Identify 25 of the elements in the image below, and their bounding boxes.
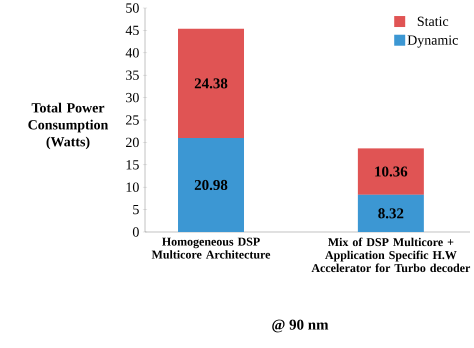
y-tick-label: 50	[126, 3, 139, 13]
legend-label: Static	[418, 16, 448, 26]
y-tick-label: 40	[126, 48, 139, 58]
x-tick-label: Mix of DSP Multicore + Application Specific H.W Accelerator for Turbo decoder	[312, 238, 470, 272]
bar	[178, 138, 244, 232]
bar	[178, 28, 244, 138]
y-axis-title: Total Power Consumption (Watts)	[28, 102, 108, 150]
bar	[358, 194, 424, 232]
data-label: 10.36	[375, 166, 408, 177]
legend-label: Dynamic	[408, 35, 458, 48]
x-axis-title: @ 90 nm	[272, 320, 328, 332]
y-tick-label: 15	[126, 160, 139, 170]
y-tick-label: 20	[126, 138, 139, 148]
y-tick-label: 5	[133, 204, 139, 214]
bar	[358, 148, 424, 195]
data-label: 24.38	[194, 78, 228, 88]
y-tick-label: 45	[126, 26, 139, 36]
y-tick-label: 35	[126, 70, 139, 80]
y-tick-label: 30	[126, 92, 139, 102]
data-label: 20.98	[194, 180, 228, 190]
data-label: 8.32	[378, 208, 404, 218]
y-tick-label: 10	[126, 182, 139, 192]
y-tick-label: 25	[126, 115, 139, 125]
y-tick-label: 0	[132, 227, 139, 237]
x-tick-label: Homogeneous DSP Multicore Architecture	[152, 238, 270, 259]
